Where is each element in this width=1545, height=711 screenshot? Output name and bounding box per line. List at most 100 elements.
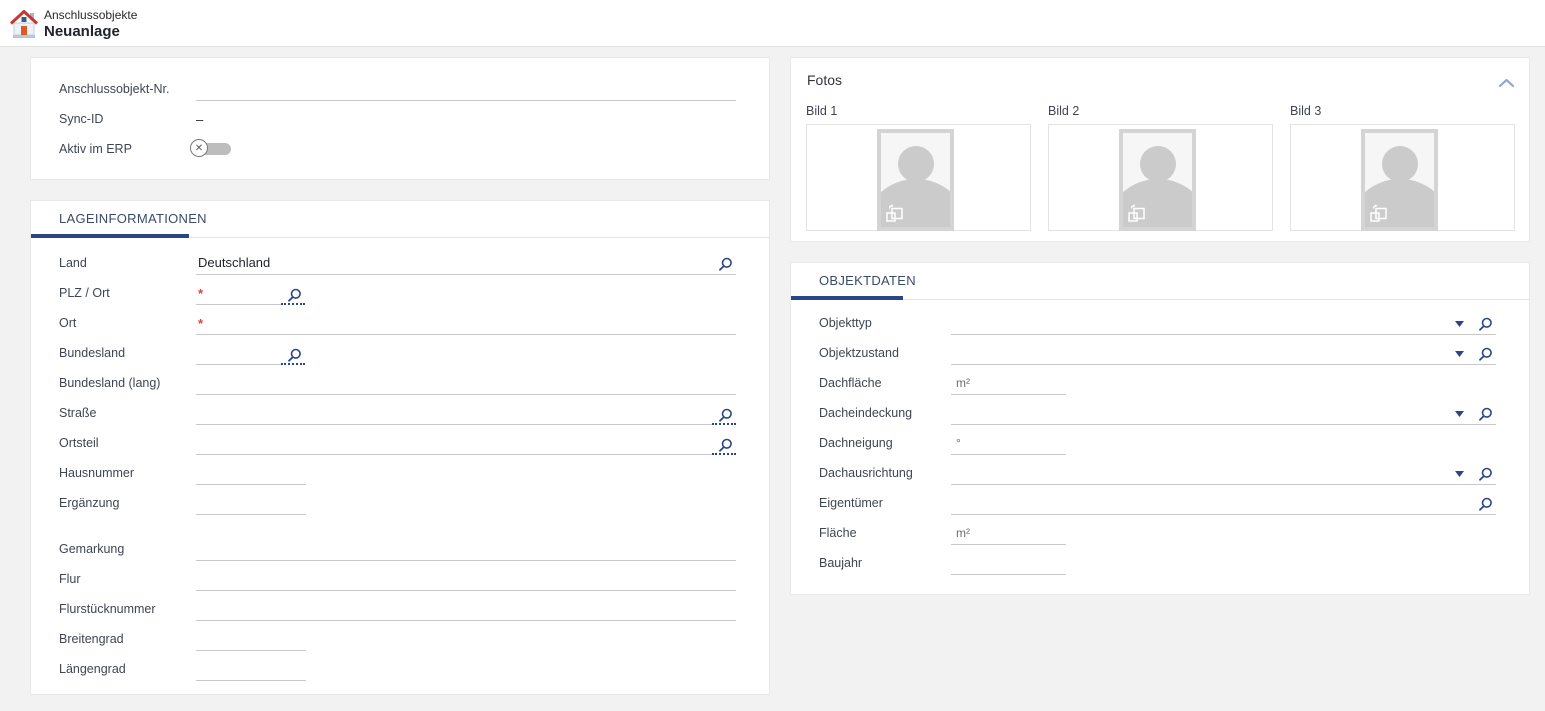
field-label: Sync-ID (59, 112, 104, 126)
objekttyp-input[interactable] (951, 311, 1496, 335)
field-label: Flur (59, 572, 81, 586)
field-label: Ortsteil (59, 436, 99, 450)
objektzustand-input[interactable] (951, 341, 1496, 365)
flurstuecknummer-input[interactable] (196, 597, 736, 621)
ergaenzung-input[interactable] (196, 491, 306, 515)
value-help-magnifier-icon[interactable] (281, 341, 305, 365)
field-dachneigung: Dachneigung ° (791, 428, 1529, 458)
input-value: Deutschland (198, 255, 271, 270)
breitengrad-input[interactable] (196, 627, 306, 651)
dropdown-triangle-icon[interactable] (1455, 471, 1464, 477)
dachneigung-input[interactable]: ° (951, 431, 1066, 455)
unit-label: m² (956, 376, 970, 390)
bild-1-upload-box[interactable] (806, 124, 1031, 231)
field-flurstuecknummer: Flurstücknummer (31, 594, 769, 624)
field-label: Breitengrad (59, 632, 124, 646)
objektdaten-fields: Objekttyp Objektzustand Dachfläche m² (791, 300, 1529, 578)
replace-image-icon[interactable] (884, 204, 906, 224)
avatar-head (1381, 146, 1418, 182)
bild-3-upload-box[interactable] (1290, 124, 1515, 231)
aktiv-im-erp-toggle[interactable]: ✕ (190, 139, 236, 159)
field-dacheindeckung: Dacheindeckung (791, 398, 1529, 428)
anschlussobjekt-nr-input[interactable] (196, 77, 736, 101)
field-hausnummer: Hausnummer (31, 458, 769, 488)
dachausrichtung-input[interactable] (951, 461, 1496, 485)
replace-image-icon[interactable] (1126, 204, 1148, 224)
value-help-magnifier-icon[interactable] (712, 431, 736, 455)
laengengrad-input[interactable] (196, 657, 306, 681)
gemarkung-input[interactable] (196, 537, 736, 561)
field-label: Objektzustand (819, 346, 899, 360)
field-label: Dacheindeckung (819, 406, 913, 420)
field-label: Fläche (819, 526, 857, 540)
field-label: Ort (59, 316, 77, 330)
flur-input[interactable] (196, 567, 736, 591)
general-data-panel: Anschlussobjekt-Nr. Sync-ID – Aktiv im E… (30, 57, 770, 180)
field-bundesland: Bundesland (31, 338, 769, 368)
tab-objektdaten[interactable]: OBJEKTDATEN (819, 273, 916, 288)
value-help-magnifier-icon[interactable] (1477, 407, 1492, 421)
app-header: Anschlussobjekte Neuanlage (0, 0, 1545, 47)
chevron-up-icon (1498, 78, 1515, 88)
dropdown-triangle-icon[interactable] (1455, 351, 1464, 357)
field-label: Anschlussobjekt-Nr. (59, 82, 170, 96)
field-flur: Flur (31, 564, 769, 594)
lageinformationen-panel: LAGEINFORMATIONEN Land Deutschland PLZ /… (30, 200, 770, 695)
avatar-head (897, 146, 934, 182)
value-help-magnifier-icon[interactable] (1477, 347, 1492, 361)
eigentuemer-input[interactable] (951, 491, 1496, 515)
ortsteil-input[interactable] (196, 431, 712, 455)
baujahr-input[interactable] (951, 551, 1066, 575)
bild-2-upload-box[interactable] (1048, 124, 1273, 231)
field-label: Straße (59, 406, 97, 420)
value-help-magnifier-icon[interactable] (1477, 497, 1492, 511)
required-asterisk: * (198, 316, 204, 331)
field-dachflaeche: Dachfläche m² (791, 368, 1529, 398)
field-strasse: Straße (31, 398, 769, 428)
lageinformationen-fields: Land Deutschland PLZ / Ort * Ort (31, 238, 769, 684)
page-title: Neuanlage (44, 23, 120, 40)
strasse-input[interactable] (196, 401, 712, 425)
field-aktiv-im-erp: Aktiv im ERP ✕ (31, 134, 769, 164)
field-breitengrad: Breitengrad (31, 624, 769, 654)
field-ortsteil: Ortsteil (31, 428, 769, 458)
unit-label: m² (956, 526, 970, 540)
plz-ort-input[interactable]: * (196, 281, 281, 305)
flaeche-input[interactable]: m² (951, 521, 1066, 545)
collapse-panel-button[interactable] (1498, 78, 1515, 88)
ort-input[interactable]: * (196, 311, 736, 335)
replace-image-icon[interactable] (1368, 204, 1390, 224)
field-label: Hausnummer (59, 466, 135, 480)
value-help-magnifier-icon[interactable] (1477, 467, 1492, 481)
field-label: Längengrad (59, 662, 126, 676)
sync-id-value: – (196, 111, 204, 127)
bundesland-lang-input[interactable] (196, 371, 736, 395)
land-input[interactable]: Deutschland (196, 251, 736, 275)
tab-lageinformationen[interactable]: LAGEINFORMATIONEN (59, 211, 207, 226)
dropdown-triangle-icon[interactable] (1455, 321, 1464, 327)
field-label: Dachneigung (819, 436, 893, 450)
field-ergaenzung: Ergänzung (31, 488, 769, 518)
field-label: Flurstücknummer (59, 602, 156, 616)
active-tab-indicator (791, 296, 903, 300)
field-objektzustand: Objektzustand (791, 338, 1529, 368)
field-label: Bundesland (lang) (59, 376, 161, 390)
value-help-magnifier-icon[interactable] (717, 257, 732, 271)
value-help-magnifier-icon[interactable] (712, 401, 736, 425)
bundesland-input[interactable] (196, 341, 281, 365)
hausnummer-input[interactable] (196, 461, 306, 485)
app-title: Anschlussobjekte (44, 8, 138, 22)
field-label: Bundesland (59, 346, 126, 360)
person-silhouette-placeholder (877, 129, 954, 231)
value-help-magnifier-icon[interactable] (281, 281, 305, 305)
bild-2-cell: Bild 2 (1048, 104, 1273, 231)
field-label: Land (59, 256, 87, 270)
field-label: Ergänzung (59, 496, 120, 510)
bild-label: Bild 3 (1290, 104, 1322, 118)
dachflaeche-input[interactable]: m² (951, 371, 1066, 395)
dropdown-triangle-icon[interactable] (1455, 411, 1464, 417)
tabstrip: OBJEKTDATEN (791, 263, 1529, 300)
value-help-magnifier-icon[interactable] (1477, 317, 1492, 331)
dacheindeckung-input[interactable] (951, 401, 1496, 425)
